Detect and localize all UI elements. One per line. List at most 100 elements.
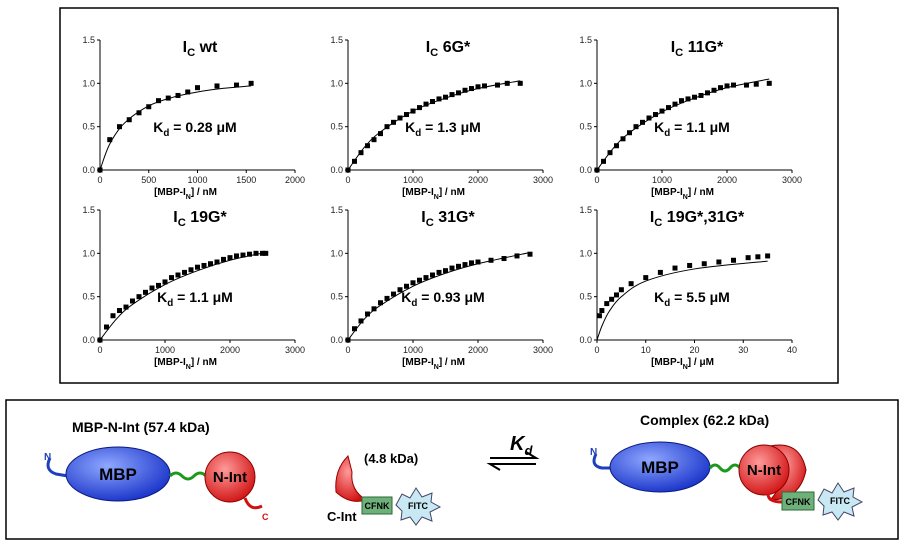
x-axis-label-part: ] / nM bbox=[439, 357, 465, 368]
x-tick-label: 40 bbox=[787, 345, 797, 355]
x-tick-label: 0 bbox=[97, 345, 102, 355]
data-point bbox=[352, 158, 357, 164]
x-axis-label: [MBP-IN] / nM bbox=[402, 187, 465, 201]
data-point bbox=[162, 279, 168, 285]
data-point bbox=[397, 115, 403, 121]
x-tick-label: 2000 bbox=[220, 345, 240, 355]
kd-label-part: K bbox=[153, 119, 163, 135]
data-point bbox=[430, 99, 435, 105]
kd-label: Kd = 0.93 μM bbox=[401, 289, 484, 309]
x-axis-label-part: [MBP-I bbox=[651, 187, 683, 198]
data-point bbox=[716, 259, 722, 265]
n-int-label: N-Int bbox=[213, 469, 247, 486]
c-tail bbox=[243, 497, 263, 510]
data-point bbox=[609, 296, 615, 302]
data-point bbox=[718, 85, 723, 91]
kd-label-part: K bbox=[157, 289, 167, 305]
kd-label-part: d bbox=[664, 298, 670, 309]
kd-symbol: Kd bbox=[510, 433, 533, 458]
data-point bbox=[618, 287, 624, 293]
x-axis-label-part: [MBP-I bbox=[651, 357, 683, 368]
x-axis-label-part: [MBP-I bbox=[402, 187, 434, 198]
data-point bbox=[143, 289, 148, 295]
x-tick-label: 2000 bbox=[285, 175, 305, 185]
data-point bbox=[482, 83, 487, 89]
fitc-label: FITC bbox=[408, 501, 428, 511]
data-point bbox=[156, 98, 161, 104]
data-point bbox=[633, 124, 639, 130]
equilibrium-arrows bbox=[486, 451, 540, 471]
y-tick-label: 0.0 bbox=[579, 335, 592, 345]
data-point bbox=[227, 255, 233, 261]
data-point bbox=[501, 256, 507, 262]
cfnk-box-2 bbox=[781, 491, 815, 511]
c-int-shape bbox=[335, 455, 368, 502]
data-point bbox=[607, 150, 613, 156]
data-point bbox=[214, 83, 220, 89]
data-point bbox=[423, 275, 429, 281]
data-point bbox=[365, 311, 370, 317]
data-point bbox=[149, 285, 155, 291]
x-axis-label-part: [MBP-I bbox=[154, 357, 186, 368]
x-tick-label: 10 bbox=[641, 345, 651, 355]
data-point bbox=[378, 131, 383, 137]
kd-label-part: K bbox=[405, 119, 415, 135]
kd-label-part: K bbox=[654, 289, 664, 305]
x-tick-label: 1500 bbox=[236, 175, 256, 185]
y-tick-label: 0.5 bbox=[330, 292, 343, 302]
data-point bbox=[247, 251, 252, 257]
data-point bbox=[614, 292, 619, 298]
x-tick-label: 0 bbox=[345, 345, 350, 355]
chart-title-part: C bbox=[430, 47, 438, 59]
data-point bbox=[594, 167, 600, 173]
chart-title-part: C bbox=[187, 47, 195, 59]
fit-curve bbox=[99, 251, 266, 341]
data-point bbox=[679, 98, 684, 104]
data-point bbox=[188, 267, 194, 273]
data-point bbox=[504, 80, 510, 86]
kd-label: Kd = 0.28 μM bbox=[153, 119, 236, 139]
data-point bbox=[517, 80, 523, 86]
data-point bbox=[130, 298, 135, 304]
y-tick-label: 0.5 bbox=[330, 122, 343, 132]
x-tick-label: 0 bbox=[97, 175, 102, 185]
chart-title-part: C bbox=[426, 217, 434, 229]
x-axis-label-part: ] / nM bbox=[688, 187, 714, 198]
x-tick-label: 1000 bbox=[652, 175, 672, 185]
x-axis-label-part: N bbox=[186, 194, 191, 201]
x-axis-label-part: ] / nM bbox=[191, 187, 217, 198]
kd-label-part: = 1.3 μM bbox=[421, 119, 481, 135]
cfnk-label: CFNK bbox=[365, 501, 390, 511]
x-tick-label: 500 bbox=[141, 175, 156, 185]
data-point bbox=[126, 117, 132, 123]
x-tick-label: 2000 bbox=[468, 175, 488, 185]
chart-title-part: C bbox=[178, 217, 186, 229]
kd-label-part: = 0.28 μM bbox=[169, 119, 236, 135]
chart-title-part: I bbox=[426, 39, 430, 56]
chart-title-part: 11G* bbox=[683, 39, 724, 56]
cfnk-label-2: CFNK bbox=[786, 497, 811, 507]
y-tick-label: 0.0 bbox=[82, 335, 95, 345]
data-point bbox=[253, 250, 259, 256]
data-point bbox=[646, 115, 652, 121]
kd-label: Kd = 1.1 μM bbox=[157, 289, 233, 309]
data-point bbox=[627, 130, 632, 136]
data-point bbox=[653, 112, 658, 118]
y-tick-label: 0.0 bbox=[579, 165, 592, 175]
data-point bbox=[136, 110, 142, 116]
data-point bbox=[358, 150, 364, 156]
data-point bbox=[182, 269, 187, 275]
data-point bbox=[462, 262, 468, 268]
y-tick-label: 1.0 bbox=[330, 248, 343, 258]
y-tick-label: 1.5 bbox=[579, 205, 592, 215]
data-point bbox=[469, 86, 474, 92]
x-tick-label: 3000 bbox=[782, 175, 802, 185]
x-tick-label: 0 bbox=[594, 345, 599, 355]
chart-title: IC 11G* bbox=[671, 39, 724, 59]
y-tick-label: 0.5 bbox=[579, 122, 592, 132]
y-tick-label: 1.0 bbox=[82, 248, 95, 258]
x-tick-label: 3000 bbox=[285, 345, 305, 355]
chart-title-part: I bbox=[650, 209, 654, 226]
data-point bbox=[640, 119, 645, 125]
